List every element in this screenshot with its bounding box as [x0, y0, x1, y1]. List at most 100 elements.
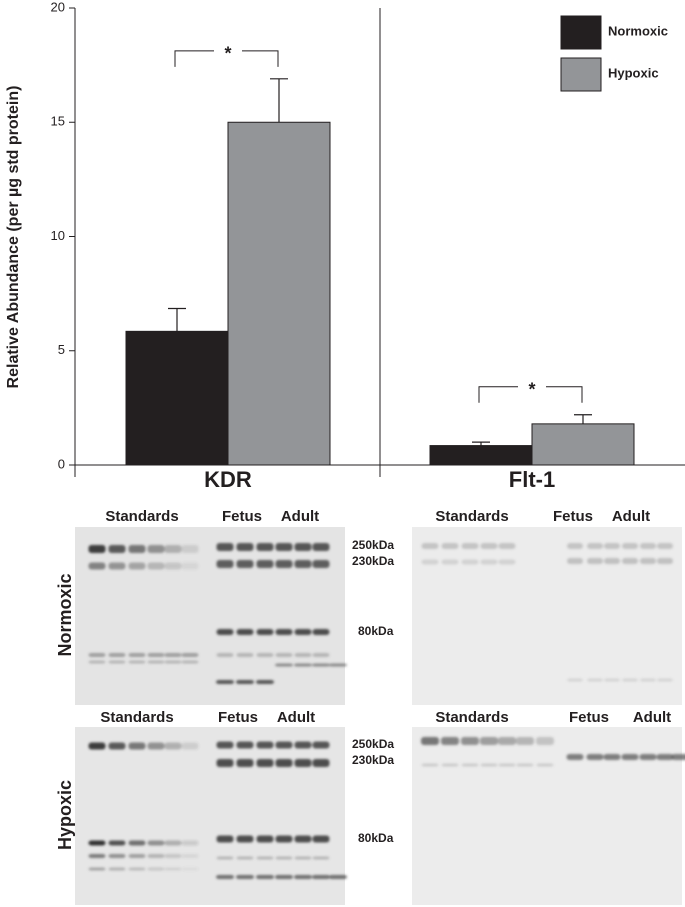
lane-label: Fetus	[222, 508, 262, 525]
blot-band	[312, 629, 330, 635]
lane-label: Adult	[633, 709, 671, 726]
blot-band	[164, 854, 182, 858]
lane-label: Fetus	[569, 709, 609, 726]
lane-label: Fetus	[218, 709, 258, 726]
y-tick-label: 20	[51, 0, 65, 14]
blot-band	[441, 737, 459, 745]
blot-band	[216, 875, 234, 879]
lane-label: Standards	[435, 508, 508, 525]
blot-band	[128, 854, 146, 858]
blot-band	[275, 663, 293, 667]
blot-band	[108, 742, 126, 750]
size-label: 230kDa	[352, 753, 394, 767]
blot-band	[294, 560, 312, 568]
blot-band	[567, 558, 583, 564]
blot-band	[216, 741, 234, 749]
blot-band	[147, 653, 165, 657]
legend-label: Normoxic	[608, 23, 668, 38]
blot-band	[294, 759, 312, 767]
blot-band	[181, 867, 199, 871]
blot-band	[147, 867, 165, 871]
blot-band	[88, 840, 106, 846]
significance-bracket	[478, 386, 583, 403]
y-tick-label: 0	[58, 456, 65, 471]
annotation: *	[224, 44, 231, 64]
blot-band	[294, 741, 312, 749]
lane-label: Adult	[281, 508, 319, 525]
blot-band	[587, 543, 603, 549]
blot-band	[164, 660, 182, 664]
lane-label: Standards	[435, 709, 508, 726]
bracket-line	[478, 386, 583, 403]
blot-band	[421, 763, 439, 767]
blot-band	[536, 737, 554, 745]
blot-band	[181, 653, 199, 657]
blot-band	[128, 562, 146, 570]
blot-band	[461, 543, 479, 549]
blot-band	[216, 680, 234, 684]
blot-band	[294, 875, 312, 879]
bar	[125, 330, 229, 466]
blot-band	[164, 742, 182, 750]
blot-band	[88, 867, 106, 871]
blot-band	[181, 840, 199, 846]
blot-band	[657, 543, 673, 549]
blot-band	[128, 742, 146, 750]
blot-band	[147, 660, 165, 664]
blot-band	[181, 562, 199, 570]
blot-band	[312, 543, 330, 551]
blot-band	[275, 653, 293, 657]
blot-band	[622, 543, 638, 549]
blot-band	[312, 835, 330, 843]
blot-band	[275, 629, 293, 635]
blot-band	[236, 759, 254, 767]
y-tick-label: 10	[51, 228, 65, 243]
blot-band	[181, 545, 199, 553]
blot-band	[128, 660, 146, 664]
bracket-line	[174, 50, 279, 67]
blot-band	[108, 854, 126, 858]
blot-band	[216, 856, 234, 860]
blot-band	[604, 678, 620, 682]
blot-band	[656, 754, 674, 760]
blot-band	[622, 678, 638, 682]
blot-band	[480, 737, 498, 745]
row-label: Normoxic	[55, 573, 75, 656]
blot-band	[312, 663, 330, 667]
x-tick-label: Flt-1	[509, 467, 555, 492]
size-label: 250kDa	[352, 737, 394, 751]
blot-band	[567, 678, 583, 682]
blot-band	[256, 835, 274, 843]
blot-band	[312, 741, 330, 749]
size-label: 250kDa	[352, 538, 394, 552]
legend-swatch	[560, 15, 602, 50]
blot-band	[294, 543, 312, 551]
bar	[531, 423, 635, 466]
y-tick-label: 5	[58, 342, 65, 357]
blot-band	[256, 680, 274, 684]
blot-band	[164, 867, 182, 871]
blot-band	[567, 543, 583, 549]
lane-label: Adult	[277, 709, 315, 726]
blot-band	[108, 867, 126, 871]
blot-band	[128, 867, 146, 871]
blot-band	[147, 742, 165, 750]
blot-band	[256, 629, 274, 635]
blot-panel	[412, 527, 682, 705]
blot-band	[294, 856, 312, 860]
blot-band	[108, 562, 126, 570]
blot-band	[128, 653, 146, 657]
blot-band	[236, 856, 254, 860]
blot-band	[604, 543, 620, 549]
y-tick-label: 15	[51, 114, 65, 129]
size-label: 80kDa	[358, 624, 394, 638]
blot-panel	[412, 727, 682, 905]
blot-band	[461, 559, 479, 565]
blot-band	[216, 543, 234, 551]
blot-band	[498, 737, 516, 745]
blot-band	[147, 545, 165, 553]
legend-label: Hypoxic	[608, 65, 659, 80]
blot-band	[164, 840, 182, 846]
blot-band	[128, 840, 146, 846]
blot-band	[147, 854, 165, 858]
